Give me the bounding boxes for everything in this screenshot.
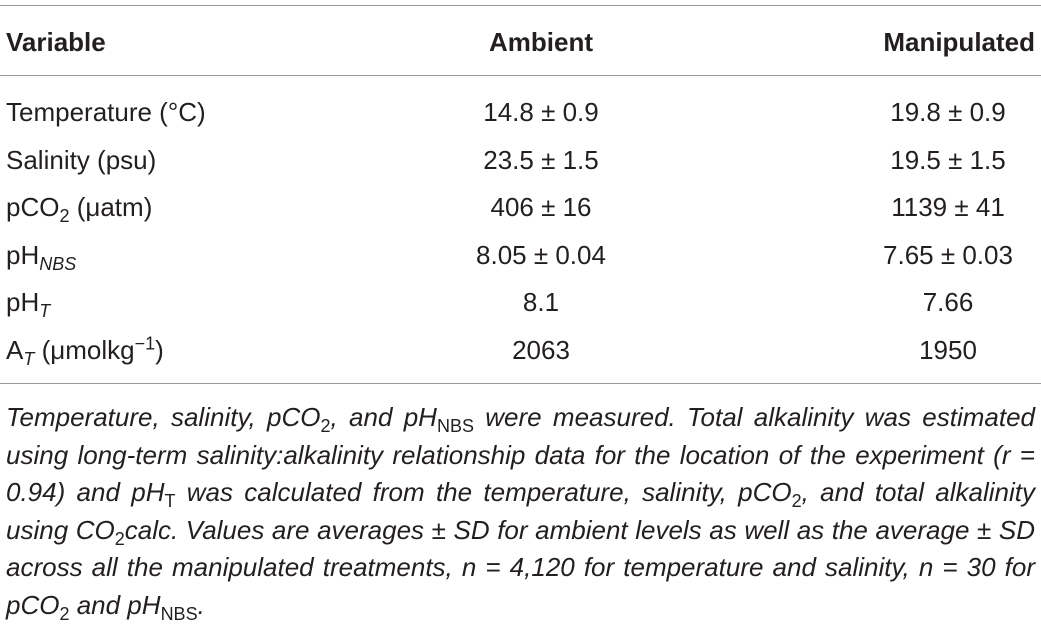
caption-text: , and total alkalinity using CO xyxy=(6,477,1035,545)
table-row: Salinity (psu) 23.5 ± 1.5 19.5 ± 1.5 xyxy=(0,140,1041,180)
cell: 8.1 xyxy=(522,287,560,317)
cell: 14.8 ± 0.9 xyxy=(483,97,599,127)
row-label: AT (μmolkg−1) xyxy=(6,330,164,370)
label-text: pH xyxy=(6,287,40,317)
label-text: (μatm) xyxy=(69,192,153,222)
top-rule xyxy=(0,5,1041,6)
label-text: pH xyxy=(6,239,40,270)
subscript: NBS xyxy=(39,253,77,274)
caption-text: was calculated from the temperature, sal… xyxy=(175,477,792,507)
cell: 2063 xyxy=(512,334,570,365)
subscript: T xyxy=(39,301,51,322)
cell: 1950 xyxy=(919,334,977,365)
row-label: pHNBS xyxy=(6,235,76,275)
table-caption: Temperature, salinity, pCO2, and pHNBS w… xyxy=(6,399,1035,624)
caption-text: Temperature, salinity, pCO xyxy=(6,402,321,432)
cell: 19.5 ± 1.5 xyxy=(890,144,1006,175)
subscript: T xyxy=(164,491,176,512)
cell: 7.65 ± 0.03 xyxy=(883,239,1013,270)
superscript: −1 xyxy=(134,332,156,353)
subscript: 2 xyxy=(59,206,70,227)
cell: 1139 ± 41 xyxy=(891,192,1005,222)
subscript: 2 xyxy=(791,491,802,512)
cell: 406 ± 16 xyxy=(490,192,592,222)
table-row: Temperature (°C) 14.8 ± 0.9 19.8 ± 0.9 xyxy=(0,92,1041,132)
header-cell: Ambient xyxy=(489,27,593,57)
cell: 7.66 xyxy=(922,287,974,317)
cell: 23.5 ± 1.5 xyxy=(483,144,599,175)
cell: 8.05 ± 0.04 xyxy=(476,239,606,270)
subscript: NBS xyxy=(436,416,474,437)
subscript: 2 xyxy=(114,528,125,549)
table-row: pHT 8.1 7.66 xyxy=(0,282,1041,322)
caption-text: , and pH xyxy=(330,402,437,432)
row-label: pCO2 (μatm) xyxy=(6,187,152,227)
table-row: pCO2 (μatm) 406 ± 16 1139 ± 41 xyxy=(0,187,1041,227)
table-row: pHNBS 8.05 ± 0.04 7.65 ± 0.03 xyxy=(0,235,1041,275)
subscript: 2 xyxy=(320,416,331,437)
caption-text: calc. Values are averages ± SD for ambie… xyxy=(6,514,1035,620)
cell: 19.8 ± 0.9 xyxy=(890,97,1006,127)
header-cell: Manipulated xyxy=(883,27,1035,57)
caption-text: and pH xyxy=(69,589,161,620)
row-label: Temperature (°C) xyxy=(6,92,206,132)
label-text: pCO xyxy=(6,192,60,222)
row-label: Salinity (psu) xyxy=(6,140,156,180)
row-label: pHT xyxy=(6,282,50,322)
header-cell: Variable xyxy=(6,27,106,57)
label-text: ) xyxy=(155,334,164,365)
label-text: Temperature (°C) xyxy=(6,97,206,127)
caption-text: were measured. Total alkalinity was esti… xyxy=(6,402,1035,507)
header-rule xyxy=(0,75,1041,76)
subscript: T xyxy=(23,348,35,369)
table-row: AT (μmolkg−1) 2063 1950 xyxy=(0,330,1041,370)
header-row: Variable Ambient Manipulated xyxy=(0,22,1041,62)
label-text: A xyxy=(6,334,24,365)
label-text: Salinity (psu) xyxy=(6,144,157,175)
bottom-rule xyxy=(0,383,1041,384)
caption-text: . xyxy=(197,589,205,620)
label-text: (μmolkg xyxy=(34,334,135,365)
subscript: NBS xyxy=(160,603,198,624)
subscript: 2 xyxy=(59,603,70,624)
